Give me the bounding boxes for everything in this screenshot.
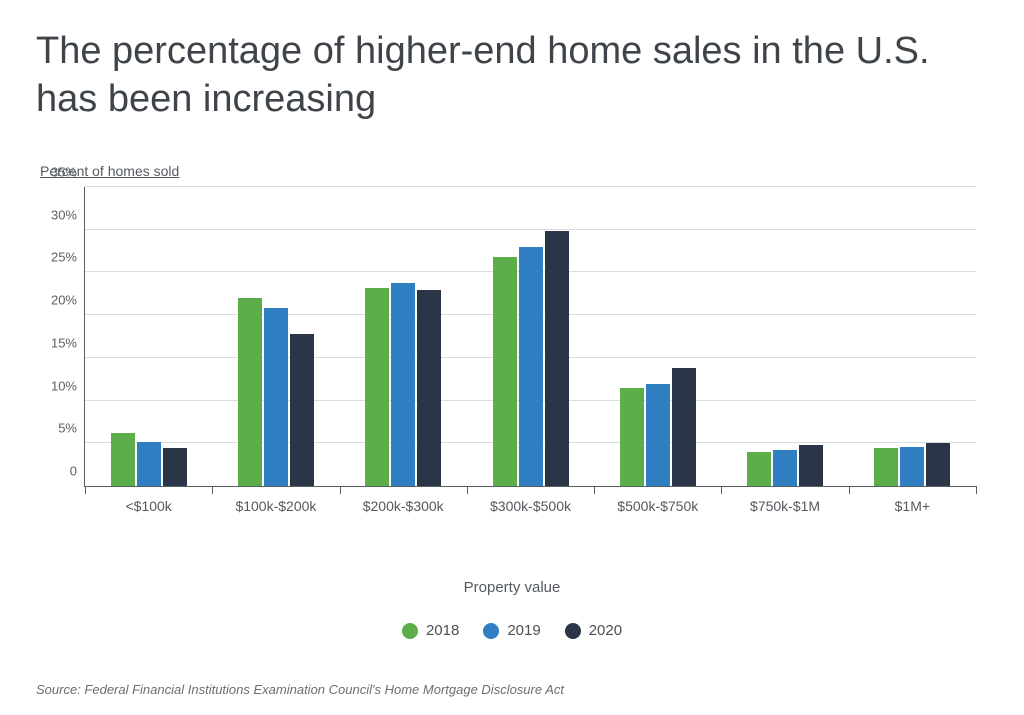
gridline <box>85 186 976 187</box>
legend-label-2020: 2020 <box>589 622 622 639</box>
bar-group <box>493 231 569 486</box>
x-tick-label: $300k-$500k <box>490 498 571 514</box>
bar <box>646 384 670 487</box>
legend-label-2018: 2018 <box>426 622 459 639</box>
bar <box>137 442 161 486</box>
y-tick-label: 20% <box>51 293 85 308</box>
bar-group <box>620 368 696 486</box>
x-tick <box>721 486 722 494</box>
y-tick-label: 25% <box>51 250 85 265</box>
bar <box>545 231 569 486</box>
source-text: Source: Federal Financial Institutions E… <box>36 682 564 697</box>
x-tick <box>340 486 341 494</box>
bar-group <box>747 445 823 486</box>
x-tick <box>849 486 850 494</box>
bar <box>391 283 415 486</box>
bar <box>620 388 644 486</box>
legend: 2018 2019 2020 <box>36 622 988 639</box>
page-title: The percentage of higher-end home sales … <box>36 28 956 123</box>
chart-area: 05%10%15%20%25%30%35%<$100k$100k-$200k$2… <box>36 187 996 527</box>
x-tick-label: $750k-$1M <box>750 498 820 514</box>
bar <box>519 247 543 486</box>
bar <box>874 448 898 486</box>
x-tick-label: $100k-$200k <box>235 498 316 514</box>
legend-label-2019: 2019 <box>507 622 540 639</box>
y-tick-label: 15% <box>51 335 85 350</box>
legend-swatch-2020 <box>565 623 581 639</box>
plot-region: 05%10%15%20%25%30%35%<$100k$100k-$200k$2… <box>84 187 976 487</box>
bar <box>238 298 262 486</box>
y-axis-title: Percent of homes sold <box>40 163 988 179</box>
bar <box>290 334 314 486</box>
chart-page: The percentage of higher-end home sales … <box>0 0 1024 715</box>
legend-item-2020: 2020 <box>565 622 622 639</box>
bar <box>111 433 135 486</box>
x-tick <box>976 486 977 494</box>
legend-swatch-2019 <box>483 623 499 639</box>
bar <box>747 452 771 486</box>
bar <box>773 450 797 486</box>
bar <box>365 288 389 486</box>
x-tick-label: $1M+ <box>895 498 930 514</box>
x-tick <box>467 486 468 494</box>
bar <box>163 448 187 486</box>
legend-swatch-2018 <box>402 623 418 639</box>
x-tick-label: <$100k <box>125 498 171 514</box>
bar <box>672 368 696 486</box>
legend-item-2018: 2018 <box>402 622 459 639</box>
bar-group <box>365 283 441 486</box>
y-tick-label: 5% <box>58 421 85 436</box>
x-tick-label: $200k-$300k <box>363 498 444 514</box>
bar <box>417 290 441 486</box>
bar-group <box>874 443 950 486</box>
y-tick-label: 10% <box>51 378 85 393</box>
bar-group <box>238 298 314 486</box>
y-tick-label: 30% <box>51 207 85 222</box>
x-tick <box>212 486 213 494</box>
x-axis-title: Property value <box>36 579 988 596</box>
bar <box>926 443 950 486</box>
bar <box>264 308 288 486</box>
bar <box>493 257 517 486</box>
bar <box>799 445 823 486</box>
x-tick-label: $500k-$750k <box>617 498 698 514</box>
y-tick-label: 35% <box>51 165 85 180</box>
bar-group <box>111 433 187 486</box>
x-tick <box>85 486 86 494</box>
gridline <box>85 229 976 230</box>
legend-item-2019: 2019 <box>483 622 540 639</box>
y-tick-label: 0 <box>70 464 85 479</box>
bar <box>900 447 924 486</box>
x-tick <box>594 486 595 494</box>
